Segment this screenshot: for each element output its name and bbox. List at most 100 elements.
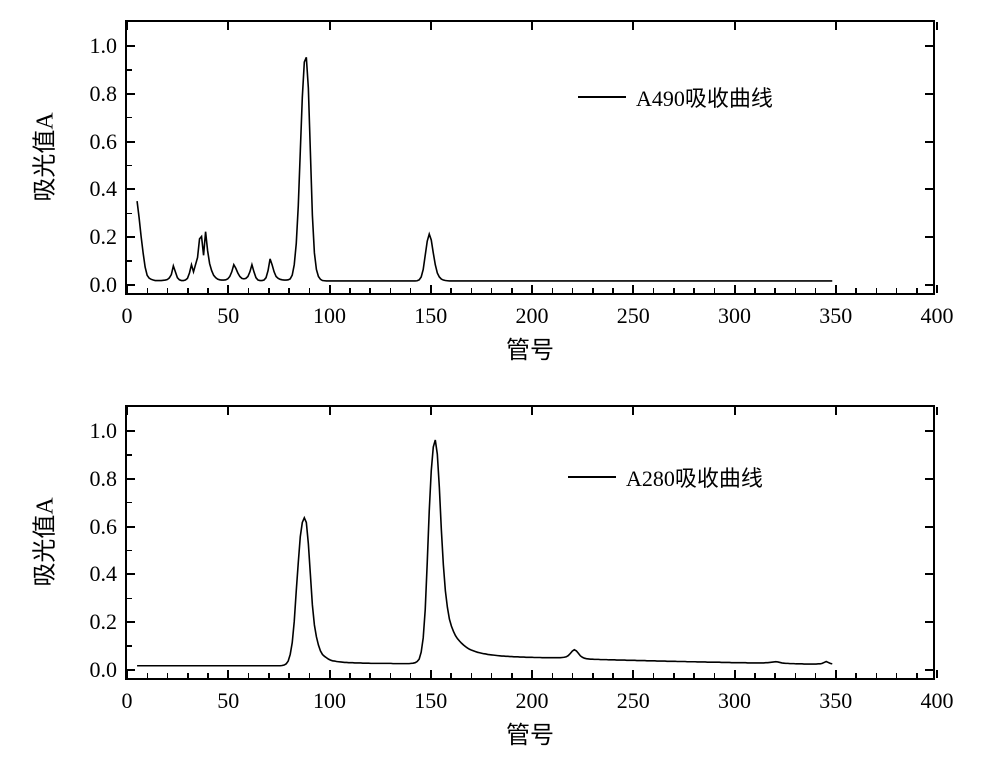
tick-mark-y — [127, 430, 135, 432]
tick-label-y: 0.8 — [67, 466, 117, 492]
tick-minor-x — [309, 673, 311, 678]
tick-mark-x — [936, 670, 938, 678]
legend-label-a490: A490吸收曲线 — [636, 81, 773, 113]
tick-label-y: 0.6 — [67, 514, 117, 540]
tick-minor-x — [167, 288, 169, 293]
tick-minor-x — [774, 673, 776, 678]
tick-mark-y-right — [925, 526, 933, 528]
panel-a280: 0501001502002503003504000.00.20.40.60.81… — [0, 385, 1000, 765]
tick-minor-x — [248, 673, 250, 678]
tick-mark-y — [127, 478, 135, 480]
tick-label-y: 1.0 — [67, 33, 117, 59]
tick-mark-y-right — [925, 478, 933, 480]
tick-mark-x — [835, 285, 837, 293]
tick-mark-y — [127, 284, 135, 286]
tick-label-x: 50 — [217, 303, 239, 329]
tick-minor-x — [491, 288, 493, 293]
tick-mark-x-top — [227, 407, 229, 415]
ylabel-a490: 吸光值A — [25, 112, 60, 201]
tick-minor-x — [876, 673, 878, 678]
tick-minor-x — [552, 673, 554, 678]
legend-line-a490 — [578, 96, 626, 98]
tick-minor-y — [127, 454, 132, 456]
tick-minor-x — [896, 673, 898, 678]
tick-mark-y-right — [925, 236, 933, 238]
tick-label-y: 0.6 — [67, 129, 117, 155]
plot-area-a490: 0501001502002503003504000.00.20.40.60.81… — [125, 20, 935, 295]
tick-mark-y-right — [925, 93, 933, 95]
tick-mark-x-top — [632, 22, 634, 30]
tick-mark-x-top — [430, 22, 432, 30]
tick-label-x: 200 — [516, 688, 549, 714]
tick-minor-x — [592, 288, 594, 293]
tick-minor-x — [795, 288, 797, 293]
tick-label-x: 150 — [414, 688, 447, 714]
tick-label-x: 200 — [516, 303, 549, 329]
tick-mark-x-top — [227, 22, 229, 30]
tick-mark-x-top — [531, 407, 533, 415]
tick-minor-x — [693, 673, 695, 678]
tick-mark-x — [531, 285, 533, 293]
tick-label-x: 300 — [718, 688, 751, 714]
tick-mark-x-top — [835, 407, 837, 415]
tick-minor-x — [450, 673, 452, 678]
tick-mark-x — [329, 285, 331, 293]
tick-minor-x — [390, 288, 392, 293]
tick-minor-y — [127, 165, 132, 167]
tick-mark-y-right — [925, 430, 933, 432]
series-line-a490 — [127, 22, 933, 293]
tick-minor-x — [855, 673, 857, 678]
tick-mark-x — [734, 670, 736, 678]
tick-mark-x — [531, 670, 533, 678]
tick-minor-x — [268, 673, 270, 678]
tick-label-x: 400 — [921, 303, 954, 329]
tick-label-y: 0.4 — [67, 561, 117, 587]
tick-minor-x — [572, 673, 574, 678]
tick-label-x: 250 — [617, 303, 650, 329]
tick-minor-x — [612, 288, 614, 293]
tick-mark-y — [127, 526, 135, 528]
ylabel-a280: 吸光值A — [25, 497, 60, 586]
tick-minor-x — [754, 288, 756, 293]
tick-mark-x-top — [734, 22, 736, 30]
tick-mark-x — [227, 670, 229, 678]
tick-mark-x — [430, 670, 432, 678]
xlabel-a490: 管号 — [506, 330, 554, 365]
tick-minor-x — [187, 673, 189, 678]
tick-label-y: 1.0 — [67, 418, 117, 444]
tick-mark-y — [127, 45, 135, 47]
series-line-a280 — [127, 407, 933, 678]
tick-mark-x-top — [835, 22, 837, 30]
tick-label-x: 50 — [217, 688, 239, 714]
tick-minor-x — [673, 673, 675, 678]
tick-mark-y-right — [925, 188, 933, 190]
tick-minor-x — [410, 288, 412, 293]
tick-label-x: 400 — [921, 688, 954, 714]
tick-minor-x — [795, 673, 797, 678]
tick-mark-x-top — [126, 22, 128, 30]
tick-minor-x — [896, 288, 898, 293]
tick-label-x: 350 — [819, 688, 852, 714]
tick-mark-y-right — [925, 669, 933, 671]
tick-minor-x — [147, 673, 149, 678]
tick-minor-x — [248, 288, 250, 293]
tick-minor-x — [369, 288, 371, 293]
panel-a490: 0501001502002503003504000.00.20.40.60.81… — [0, 0, 1000, 380]
tick-minor-x — [653, 673, 655, 678]
tick-minor-x — [410, 673, 412, 678]
tick-minor-x — [207, 673, 209, 678]
tick-label-y: 0.0 — [67, 272, 117, 298]
tick-minor-x — [916, 673, 918, 678]
tick-minor-x — [471, 288, 473, 293]
tick-mark-x — [632, 670, 634, 678]
tick-mark-x — [835, 670, 837, 678]
tick-label-y: 0.0 — [67, 657, 117, 683]
tick-minor-x — [268, 288, 270, 293]
tick-mark-y-right — [925, 284, 933, 286]
tick-minor-x — [855, 288, 857, 293]
tick-mark-y — [127, 141, 135, 143]
tick-label-x: 0 — [122, 688, 133, 714]
tick-mark-y — [127, 669, 135, 671]
tick-minor-x — [450, 288, 452, 293]
tick-minor-y — [127, 69, 132, 71]
